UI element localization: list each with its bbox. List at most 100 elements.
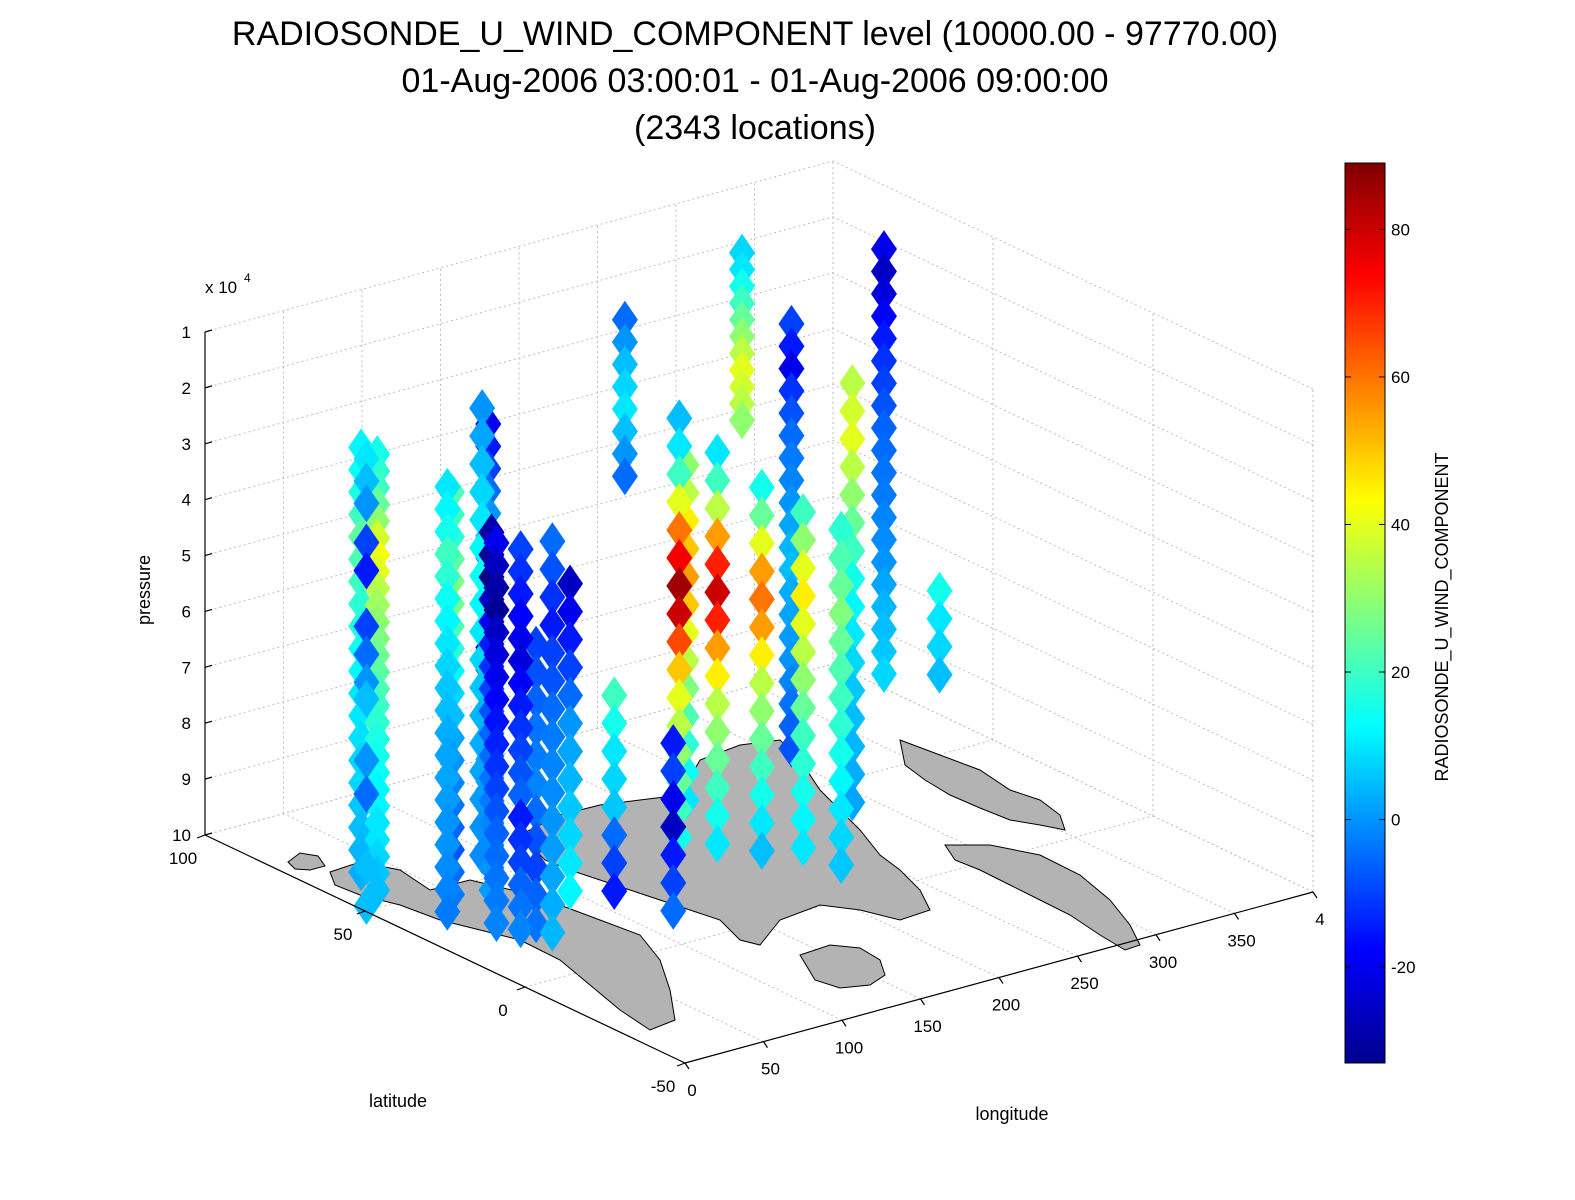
y-tick-label: 0 [498, 1001, 507, 1020]
data-marker [353, 607, 380, 646]
data-marker [704, 433, 731, 472]
z-tick-mark [204, 608, 213, 613]
z-tick-mark [204, 664, 213, 668]
data-marker [434, 713, 461, 752]
z-tick-label: 1 [182, 323, 191, 342]
data-marker [748, 747, 775, 786]
data-marker [828, 650, 855, 689]
back-wall-grid-p [204, 439, 834, 612]
data-marker [666, 622, 693, 661]
x-tick-mark [1155, 934, 1161, 942]
side-wall-grid-p [832, 328, 1314, 558]
data-marker [660, 807, 687, 846]
data-marker [557, 844, 583, 883]
data-marker [778, 438, 805, 477]
back-wall-grid-p [204, 384, 834, 557]
data-marker [611, 345, 638, 384]
data-marker [611, 457, 638, 496]
data-marker [557, 648, 583, 687]
colorbar-label: RADIOSONDE_U_WIND_COMPONENT [1432, 452, 1453, 781]
side-wall-grid-p [832, 439, 1314, 669]
data-marker [790, 716, 817, 755]
data-marker [507, 798, 534, 837]
data-marker [704, 740, 731, 779]
z-tick-mark [204, 776, 213, 780]
data-marker [507, 731, 534, 770]
z-tick-mark [204, 329, 213, 333]
y-tick-mark [516, 986, 526, 991]
data-marker [660, 891, 687, 930]
data-marker [611, 390, 638, 429]
data-marker [790, 521, 817, 560]
data-marker [434, 736, 461, 775]
data-marker [704, 545, 731, 584]
data-marker [870, 453, 897, 492]
land-mass-australia [799, 944, 886, 989]
colorbar-tick-label: 60 [1391, 368, 1410, 387]
y-axis-line [204, 834, 686, 1064]
data-marker [601, 676, 628, 715]
data-marker [539, 745, 566, 784]
side-wall-grid-p [832, 607, 1314, 837]
data-marker [539, 606, 566, 645]
data-marker [666, 455, 693, 494]
data-marker [434, 803, 461, 842]
data-marker [434, 579, 461, 618]
data-marker [539, 522, 566, 561]
data-marker [704, 601, 731, 640]
data-marker [353, 484, 380, 523]
x-tick-label: 100 [835, 1038, 863, 1057]
data-marker [611, 412, 638, 451]
data-marker [539, 773, 566, 812]
data-marker [660, 779, 687, 818]
data-marker [353, 551, 380, 590]
data-marker [926, 571, 953, 610]
data-marker [870, 431, 897, 470]
data-marker [507, 574, 534, 613]
z-tick-mark [204, 552, 213, 557]
data-marker [790, 576, 817, 615]
data-marker [434, 646, 461, 685]
x-tick-label: 0 [687, 1081, 696, 1100]
data-marker [704, 573, 731, 612]
z-tick-label: 3 [182, 435, 191, 454]
back-wall-grid-p [204, 216, 834, 389]
data-marker [704, 461, 731, 500]
data-marker [507, 686, 534, 725]
colorbar-ticks: -20 0 20 40 60 80 [1345, 220, 1416, 977]
data-marker [666, 678, 693, 717]
data-marker [353, 523, 380, 562]
data-marker [926, 627, 953, 666]
data-marker [557, 620, 583, 659]
data-marker [557, 676, 583, 715]
data-marker [926, 655, 953, 694]
data-marker [870, 565, 897, 604]
x-tick-mark [684, 1062, 690, 1070]
x-axis-label: longitude [975, 1104, 1048, 1124]
data-marker [660, 863, 687, 902]
data-marker [790, 493, 817, 532]
colorbar-tick-label: 40 [1391, 515, 1410, 534]
x-tick-label: 300 [1149, 953, 1177, 972]
y-axis-label: latitude [369, 1091, 427, 1111]
data-marker [870, 319, 897, 358]
data-marker [704, 629, 731, 668]
data-marker [778, 327, 805, 366]
y-tick-label: 50 [334, 925, 353, 944]
data-marker [870, 610, 897, 649]
data-marker [507, 887, 534, 926]
data-marker [870, 498, 897, 537]
data-marker [870, 230, 897, 269]
data-marker [483, 725, 510, 764]
x-tick-mark [1077, 955, 1082, 963]
chart-subtitle-locations: (2343 locations) [634, 109, 876, 147]
data-marker [507, 865, 534, 904]
data-marker [507, 552, 534, 591]
back-wall-grid-p [204, 328, 834, 501]
data-marker [483, 814, 510, 853]
data-marker [507, 597, 534, 636]
data-marker [469, 444, 496, 483]
z-tick-label: 4 [182, 491, 191, 510]
data-marker [434, 892, 461, 931]
